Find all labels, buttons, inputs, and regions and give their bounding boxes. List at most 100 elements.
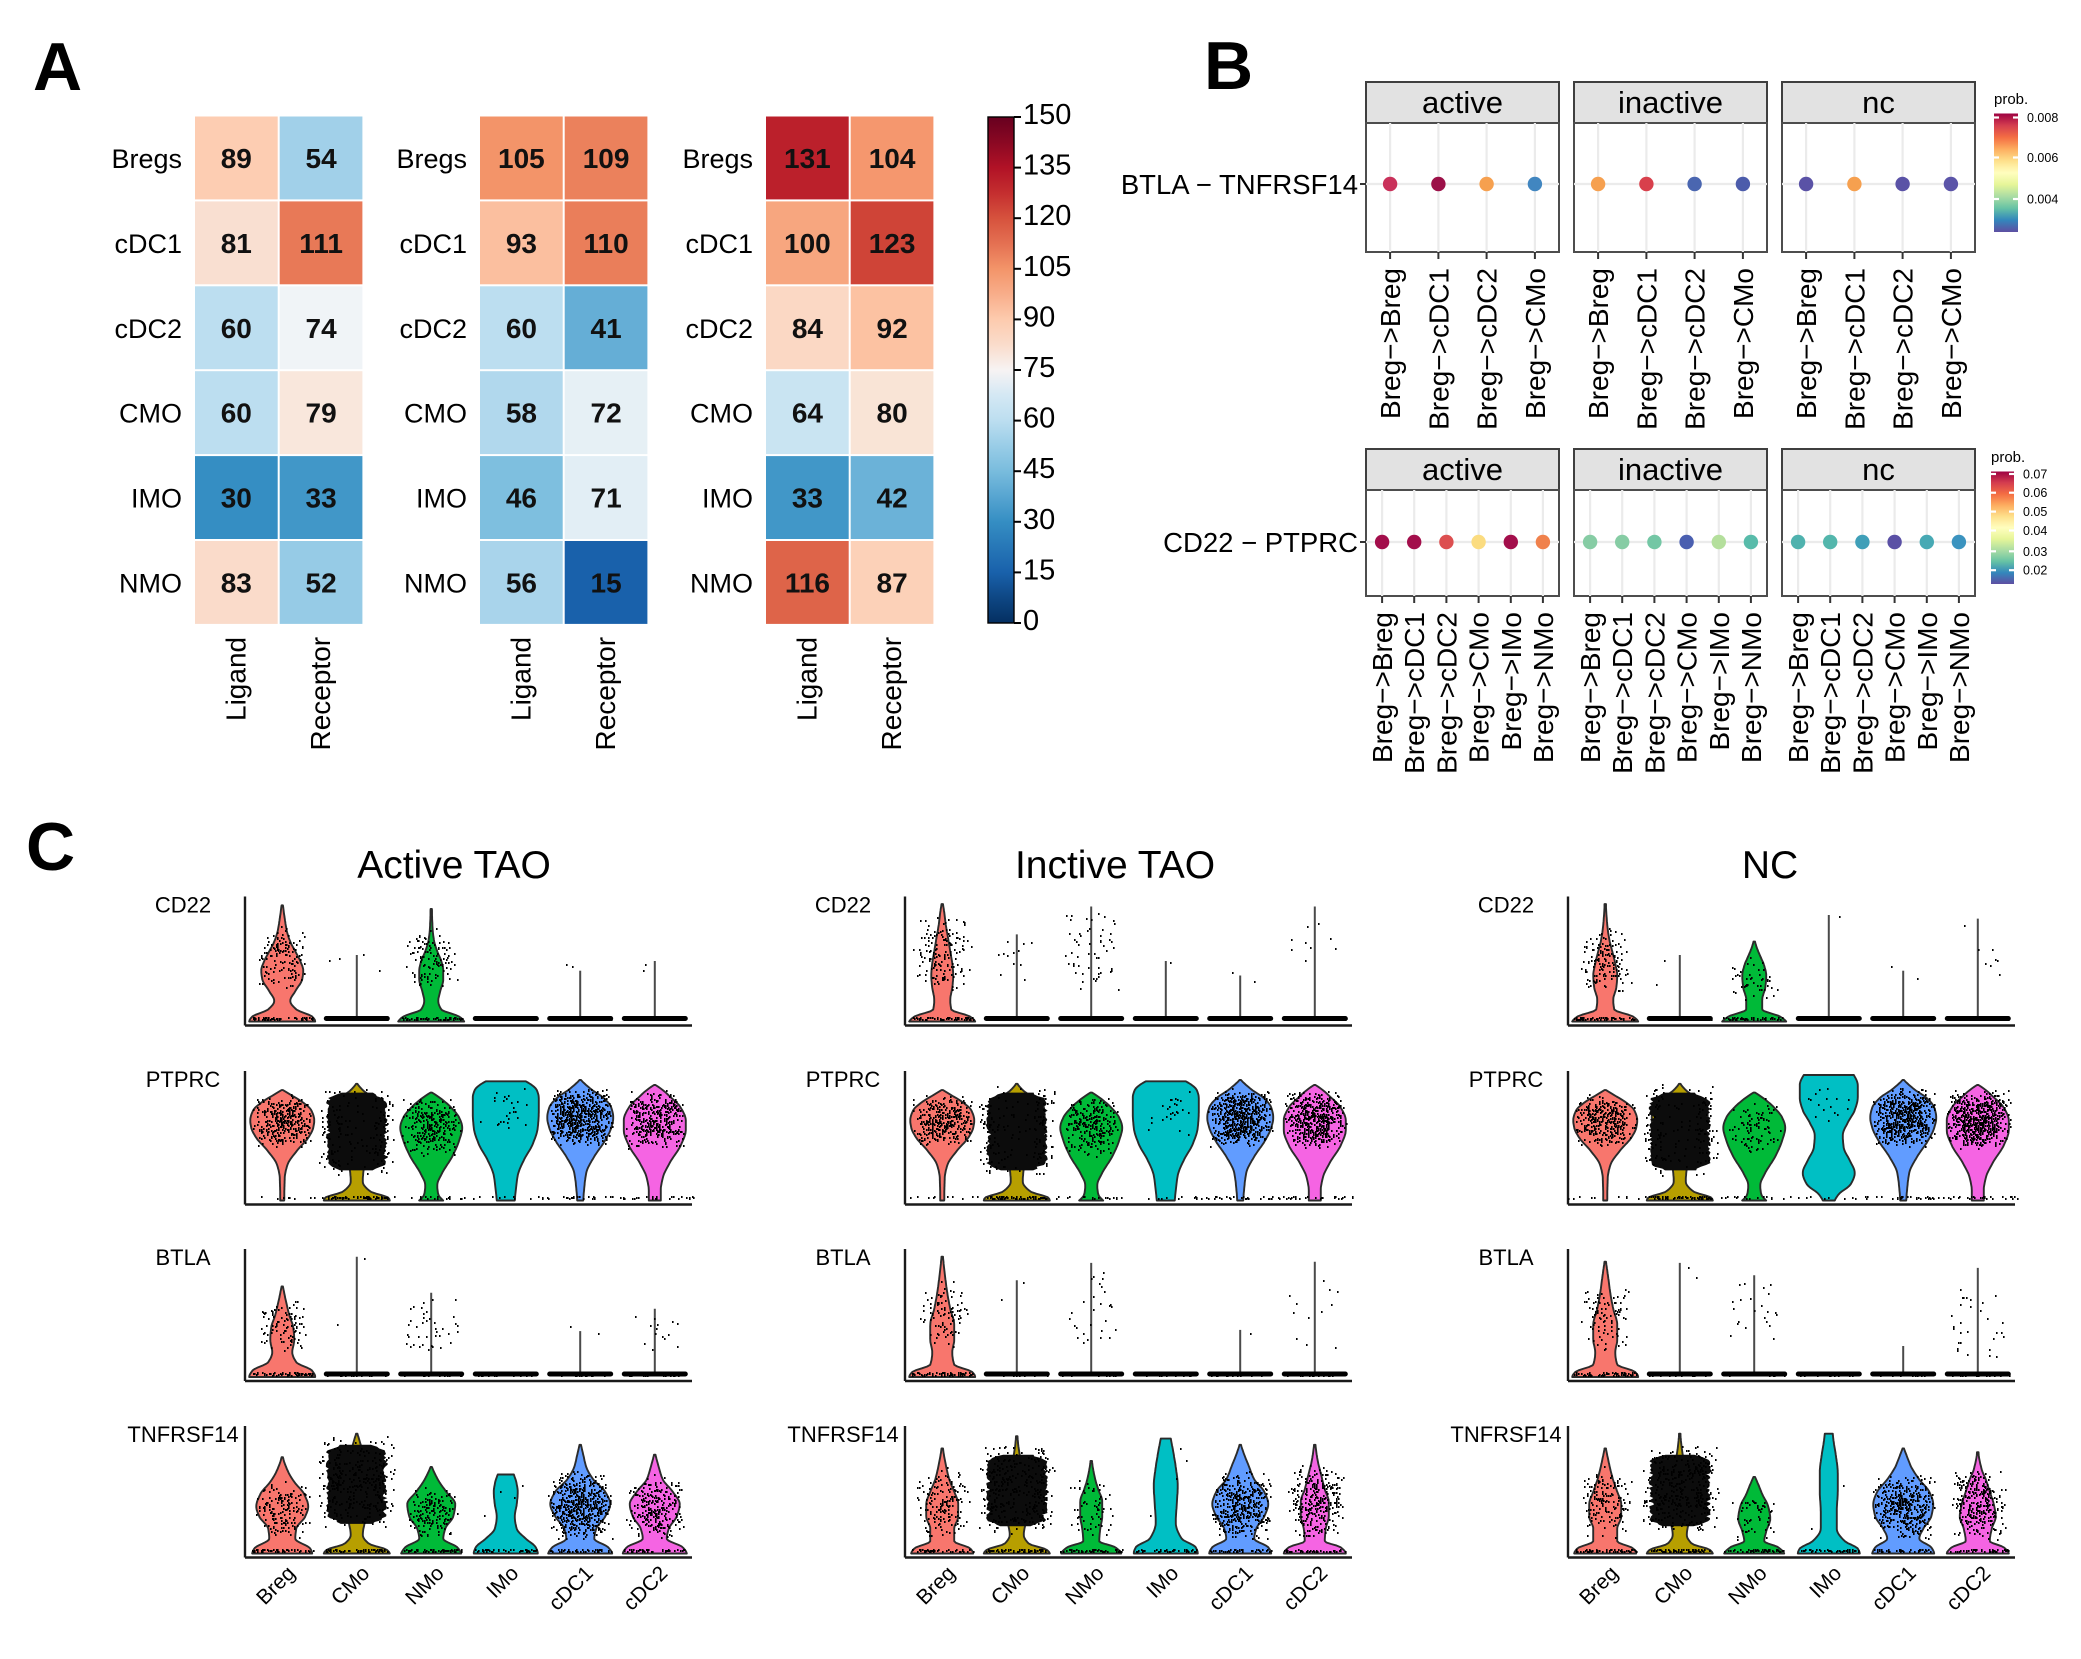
svg-text:75: 75 — [1023, 352, 1055, 384]
svg-text:41: 41 — [591, 313, 622, 344]
svg-text:74: 74 — [306, 313, 338, 344]
svg-text:0.004: 0.004 — [2027, 193, 2058, 207]
svg-text:cDC2: cDC2 — [114, 314, 182, 344]
svg-text:33: 33 — [306, 483, 337, 514]
svg-text:TNFRSF14: TNFRSF14 — [127, 1422, 238, 1447]
svg-text:0.07: 0.07 — [2023, 468, 2047, 482]
svg-text:Breg−>cDC1: Breg−>cDC1 — [1607, 612, 1638, 774]
svg-text:109: 109 — [583, 143, 630, 174]
svg-text:Receptor: Receptor — [305, 637, 336, 751]
svg-text:0.03: 0.03 — [2023, 545, 2047, 559]
svg-text:0.008: 0.008 — [2027, 111, 2058, 125]
svg-text:Breg−>Breg: Breg−>Breg — [1367, 612, 1398, 763]
svg-text:72: 72 — [591, 398, 622, 429]
svg-text:Ligand: Ligand — [505, 637, 536, 721]
svg-text:NMO: NMO — [404, 569, 467, 599]
svg-text:Breg−>Breg: Breg−>Breg — [1791, 268, 1822, 419]
svg-text:105: 105 — [1023, 251, 1071, 283]
svg-text:CMO: CMO — [690, 399, 753, 429]
svg-text:cDC2: cDC2 — [399, 314, 467, 344]
svg-text:Ligand: Ligand — [791, 637, 822, 721]
svg-text:prob.: prob. — [1991, 449, 2025, 466]
svg-text:Breg−>Breg: Breg−>Breg — [1783, 612, 1814, 763]
svg-text:116: 116 — [785, 568, 830, 599]
svg-text:prob.: prob. — [1994, 91, 2028, 108]
svg-text:Breg−>NMo: Breg−>NMo — [1528, 612, 1559, 763]
svg-text:90: 90 — [1023, 301, 1055, 333]
svg-text:60: 60 — [1023, 403, 1055, 435]
svg-text:42: 42 — [877, 483, 908, 514]
svg-text:93: 93 — [506, 228, 537, 259]
svg-text:Active TAO: Active TAO — [357, 844, 551, 887]
svg-text:54: 54 — [306, 143, 338, 174]
svg-text:Receptor: Receptor — [876, 637, 907, 751]
svg-text:cDC1: cDC1 — [114, 229, 182, 259]
svg-text:Breg−>NMo: Breg−>NMo — [1736, 612, 1767, 763]
svg-text:Breg−>CMo: Breg−>CMo — [1880, 612, 1911, 763]
svg-text:Bregs: Bregs — [682, 144, 753, 174]
svg-text:Breg−>cDC1: Breg−>cDC1 — [1423, 268, 1454, 430]
svg-text:Breg−>Breg: Breg−>Breg — [1575, 612, 1606, 763]
svg-text:83: 83 — [221, 568, 252, 599]
svg-text:Ligand: Ligand — [220, 637, 251, 721]
svg-text:45: 45 — [1023, 453, 1055, 485]
svg-text:cDC1: cDC1 — [685, 229, 753, 259]
svg-text:Bregs: Bregs — [111, 144, 182, 174]
svg-text:0.02: 0.02 — [2023, 564, 2047, 578]
svg-text:0.04: 0.04 — [2023, 524, 2047, 538]
svg-text:Inctive TAO: Inctive TAO — [1015, 844, 1215, 887]
svg-text:B: B — [1204, 28, 1253, 104]
svg-text:87: 87 — [877, 568, 908, 599]
svg-text:Breg−>cDC2: Breg−>cDC2 — [1888, 268, 1919, 430]
svg-text:81: 81 — [221, 228, 252, 259]
svg-text:120: 120 — [1023, 200, 1071, 232]
svg-text:Breg−>CMo: Breg−>CMo — [1520, 268, 1551, 419]
svg-text:inactive: inactive — [1618, 452, 1723, 487]
svg-text:100: 100 — [784, 228, 831, 259]
svg-text:Breg−>Breg: Breg−>Breg — [1583, 268, 1614, 419]
svg-text:30: 30 — [221, 483, 252, 514]
svg-text:111: 111 — [299, 228, 343, 259]
svg-text:60: 60 — [221, 313, 252, 344]
svg-text:0.05: 0.05 — [2023, 505, 2047, 519]
svg-text:71: 71 — [591, 483, 622, 514]
svg-text:CMO: CMO — [119, 399, 182, 429]
svg-text:Breg−>cDC2: Breg−>cDC2 — [1847, 612, 1878, 774]
svg-text:Breg−>cDC1: Breg−>cDC1 — [1631, 268, 1662, 430]
svg-text:TNFRSF14: TNFRSF14 — [1450, 1422, 1561, 1447]
svg-text:15: 15 — [591, 568, 622, 599]
svg-text:IMO: IMO — [702, 484, 753, 514]
svg-text:TNFRSF14: TNFRSF14 — [787, 1422, 898, 1447]
svg-text:Bregs: Bregs — [396, 144, 467, 174]
svg-text:80: 80 — [877, 398, 908, 429]
svg-text:89: 89 — [221, 143, 252, 174]
svg-text:PTPRC: PTPRC — [1469, 1067, 1544, 1092]
svg-text:NMO: NMO — [690, 569, 753, 599]
svg-text:Breg−>cDC1: Breg−>cDC1 — [1839, 268, 1870, 430]
svg-text:NMO: NMO — [119, 569, 182, 599]
svg-text:nc: nc — [1862, 85, 1895, 120]
svg-text:Breg−>Breg: Breg−>Breg — [1375, 268, 1406, 419]
svg-text:CD22 − PTPRC: CD22 − PTPRC — [1163, 527, 1358, 558]
svg-text:104: 104 — [869, 143, 916, 174]
svg-text:79: 79 — [306, 398, 337, 429]
svg-text:131: 131 — [784, 143, 831, 174]
svg-text:64: 64 — [792, 398, 824, 429]
svg-text:Breg−>cDC2: Breg−>cDC2 — [1680, 268, 1711, 430]
svg-text:0.06: 0.06 — [2023, 486, 2047, 500]
svg-text:Receptor: Receptor — [590, 637, 621, 751]
svg-text:105: 105 — [498, 143, 545, 174]
svg-text:A: A — [33, 29, 82, 105]
svg-text:cDC2: cDC2 — [685, 314, 753, 344]
svg-text:inactive: inactive — [1618, 85, 1723, 120]
svg-text:BTLA: BTLA — [155, 1245, 210, 1270]
svg-text:Breg−>CMo: Breg−>CMo — [1728, 268, 1759, 419]
svg-text:BTLA: BTLA — [815, 1245, 870, 1270]
svg-text:123: 123 — [869, 228, 916, 259]
svg-text:110: 110 — [584, 228, 629, 259]
svg-text:IMO: IMO — [416, 484, 467, 514]
svg-text:Breg−>IMo: Breg−>IMo — [1496, 612, 1527, 751]
svg-text:BTLA: BTLA — [1478, 1245, 1533, 1270]
svg-text:84: 84 — [792, 313, 824, 344]
svg-text:92: 92 — [877, 313, 908, 344]
